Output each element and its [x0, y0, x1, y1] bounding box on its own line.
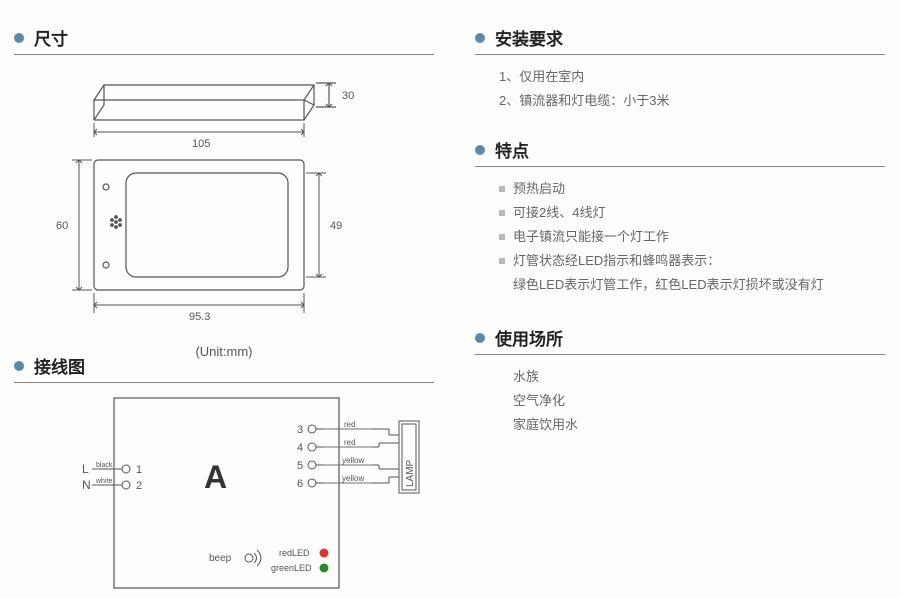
wiring-diagram: L N black white 1 2 A 3 4 5 6	[54, 393, 434, 598]
bullet-icon	[475, 145, 485, 155]
svg-text:yellow: yellow	[342, 456, 364, 465]
svg-text:red: red	[344, 438, 356, 447]
svg-text:5: 5	[297, 460, 303, 472]
section-features-header: 特点	[475, 137, 885, 167]
feature-item: 灯管状态经LED指示和蜂鸣器表示：	[475, 249, 885, 273]
svg-text:A: A	[204, 459, 227, 495]
usage-item: 水族	[475, 365, 885, 389]
section-dimension-header: 尺寸	[14, 25, 434, 55]
bullet-icon	[14, 33, 24, 43]
dim-height-left: 60	[56, 220, 68, 232]
svg-text:white: white	[95, 478, 112, 485]
dim-height-right: 49	[330, 220, 342, 232]
unit-label: (Unit:mm)	[54, 344, 394, 359]
dim-front-width: 95.3	[189, 311, 210, 323]
section-title-dimension: 尺寸	[34, 25, 68, 50]
svg-text:N: N	[82, 478, 91, 492]
feature-item: 电子镇流只能接一个灯工作	[475, 225, 885, 249]
dim-top-width: 105	[192, 138, 210, 150]
svg-text:beep: beep	[209, 553, 232, 564]
svg-text:redLED: redLED	[279, 548, 310, 558]
small-bullet-icon	[499, 258, 505, 264]
svg-text:greenLED: greenLED	[271, 563, 312, 573]
feature-item-sub: 绿色LED表示灯管工作，红色LED表示灯损坏或没有灯	[475, 273, 885, 297]
svg-text:L: L	[82, 462, 89, 476]
dimension-diagram: 30 105	[54, 75, 394, 335]
section-title-usage: 使用场所	[495, 325, 563, 350]
svg-text:4: 4	[297, 442, 303, 454]
small-bullet-icon	[499, 234, 505, 240]
section-title-features: 特点	[495, 137, 529, 162]
svg-text:black: black	[96, 462, 113, 469]
svg-text:LAMP: LAMP	[405, 459, 416, 487]
svg-text:red: red	[344, 420, 356, 429]
small-bullet-icon	[499, 186, 505, 192]
bullet-icon	[475, 333, 485, 343]
bullet-icon	[14, 361, 24, 371]
dim-depth: 30	[342, 90, 354, 102]
svg-text:3: 3	[297, 424, 303, 436]
section-usage-header: 使用场所	[475, 325, 885, 355]
feature-item: 预热启动	[475, 177, 885, 201]
install-item: 2、镇流器和灯电缆：小于3米	[475, 89, 885, 113]
section-install-header: 安装要求	[475, 25, 885, 55]
svg-text:6: 6	[297, 478, 303, 490]
svg-text:yellow: yellow	[342, 474, 364, 483]
bullet-icon	[475, 33, 485, 43]
svg-text:2: 2	[136, 480, 142, 492]
install-item: 1、仅用在室内	[475, 65, 885, 89]
usage-item: 空气净化	[475, 389, 885, 413]
usage-item: 家庭饮用水	[475, 413, 885, 437]
small-bullet-icon	[499, 210, 505, 216]
svg-text:1: 1	[136, 464, 142, 476]
section-title-install: 安装要求	[495, 25, 563, 50]
feature-item: 可接2线、4线灯	[475, 201, 885, 225]
